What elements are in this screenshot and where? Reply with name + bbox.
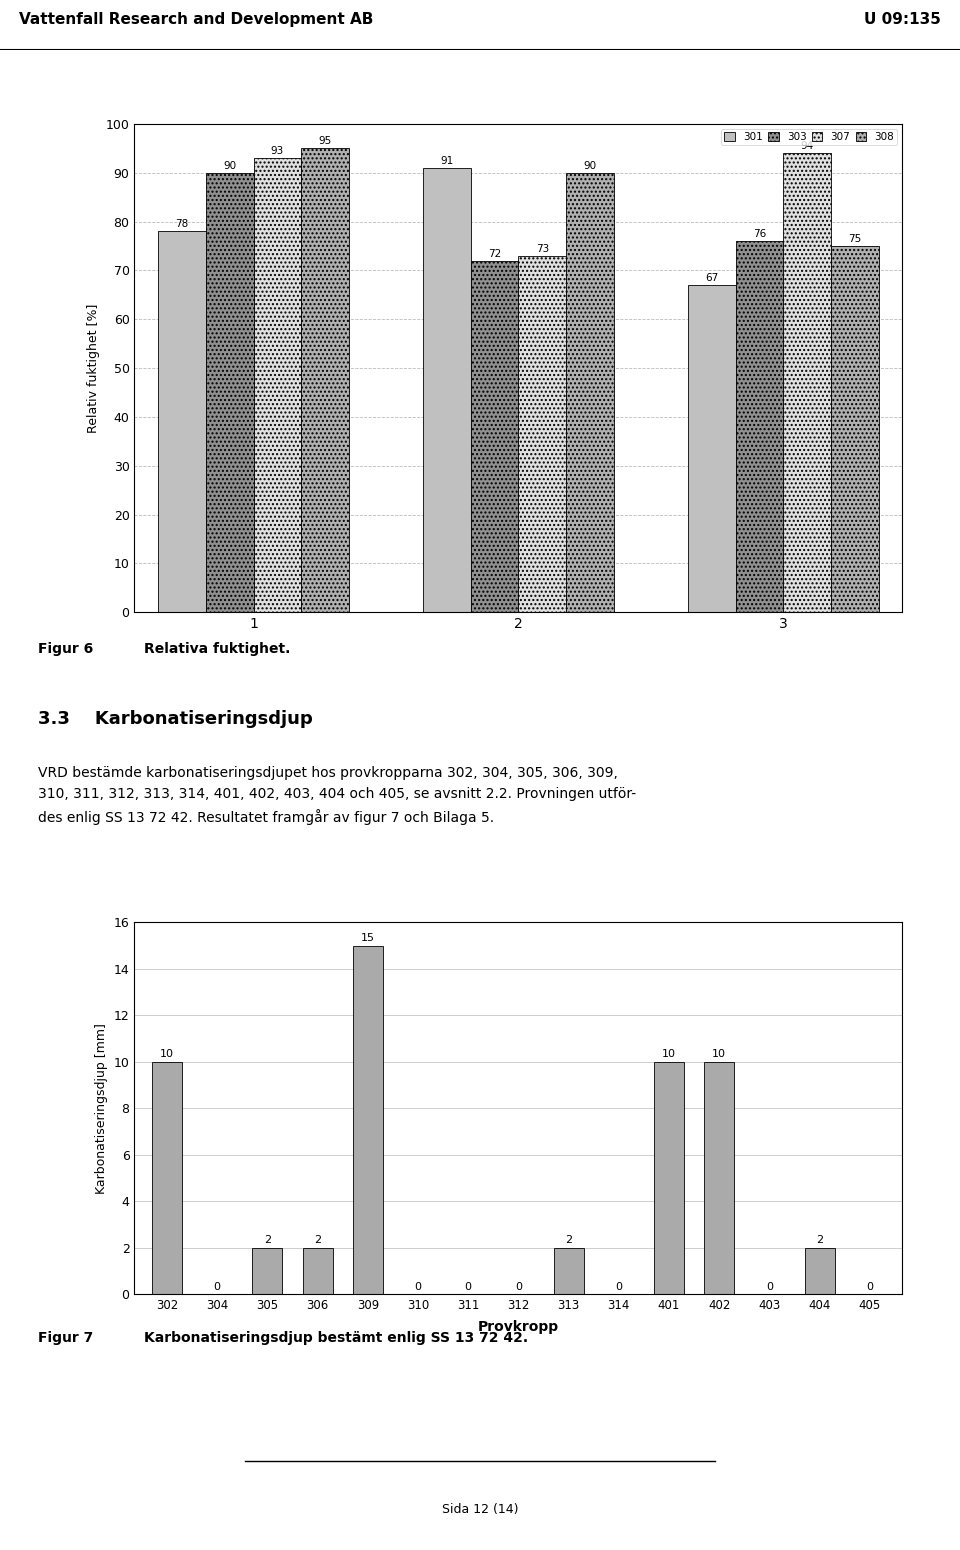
Bar <box>654 1062 684 1294</box>
Text: 91: 91 <box>441 157 453 166</box>
Y-axis label: Karbonatiseringsdjup [mm]: Karbonatiseringsdjup [mm] <box>95 1023 108 1194</box>
Text: 0: 0 <box>766 1282 773 1293</box>
Text: 75: 75 <box>848 234 861 243</box>
Bar <box>205 174 253 612</box>
Bar <box>152 1062 182 1294</box>
Text: 0: 0 <box>515 1282 522 1293</box>
Bar <box>252 1248 282 1294</box>
Text: 0: 0 <box>615 1282 622 1293</box>
Bar <box>302 1248 333 1294</box>
Text: 2: 2 <box>264 1235 271 1246</box>
Text: Karbonatiseringsdjup bestämt enlig SS 13 72 42.: Karbonatiseringsdjup bestämt enlig SS 13… <box>144 1330 528 1345</box>
Text: Relativa fuktighet.: Relativa fuktighet. <box>144 642 290 656</box>
Bar <box>158 231 205 612</box>
Bar <box>831 246 878 612</box>
Bar <box>301 149 348 612</box>
Text: 0: 0 <box>465 1282 471 1293</box>
Text: 90: 90 <box>584 161 596 170</box>
Text: Sida 12 (14): Sida 12 (14) <box>442 1504 518 1516</box>
Bar <box>688 285 735 612</box>
Bar <box>804 1248 834 1294</box>
Text: 67: 67 <box>705 273 718 284</box>
Text: 2: 2 <box>816 1235 823 1246</box>
Text: U 09:135: U 09:135 <box>864 12 941 28</box>
Legend: 301, 303, 307, 308: 301, 303, 307, 308 <box>721 129 898 146</box>
Text: 10: 10 <box>712 1049 726 1060</box>
Bar <box>566 174 613 612</box>
Text: 0: 0 <box>415 1282 421 1293</box>
Bar <box>554 1248 584 1294</box>
Text: 10: 10 <box>662 1049 676 1060</box>
Bar <box>783 153 831 612</box>
Text: 0: 0 <box>866 1282 874 1293</box>
Text: 95: 95 <box>319 136 332 146</box>
Text: 72: 72 <box>488 248 501 259</box>
Text: 2: 2 <box>565 1235 572 1246</box>
Bar <box>704 1062 734 1294</box>
Text: 10: 10 <box>160 1049 174 1060</box>
X-axis label: Provkropp: Provkropp <box>478 1321 559 1335</box>
Text: 93: 93 <box>271 146 284 157</box>
Text: Vattenfall Research and Development AB: Vattenfall Research and Development AB <box>19 12 373 28</box>
Text: 78: 78 <box>176 220 189 229</box>
Bar <box>352 946 383 1294</box>
Text: 3.3    Karbonatiseringsdjup: 3.3 Karbonatiseringsdjup <box>37 710 312 728</box>
Text: 0: 0 <box>214 1282 221 1293</box>
Bar <box>253 158 301 612</box>
Text: 90: 90 <box>223 161 236 170</box>
Bar <box>423 167 470 612</box>
Bar <box>518 256 566 612</box>
Text: VRD bestämde karbonatiseringsdjupet hos provkropparna 302, 304, 305, 306, 309,
3: VRD bestämde karbonatiseringsdjupet hos … <box>37 767 636 825</box>
Text: 73: 73 <box>536 243 549 254</box>
Text: 76: 76 <box>753 229 766 239</box>
Bar <box>470 260 518 612</box>
Text: 2: 2 <box>314 1235 322 1246</box>
Text: 15: 15 <box>361 933 374 942</box>
Bar <box>735 242 783 612</box>
Y-axis label: Relativ fuktighet [%]: Relativ fuktighet [%] <box>87 304 100 432</box>
Text: 94: 94 <box>801 141 814 152</box>
Text: Figur 7: Figur 7 <box>37 1330 93 1345</box>
Text: Figur 6: Figur 6 <box>37 642 93 656</box>
